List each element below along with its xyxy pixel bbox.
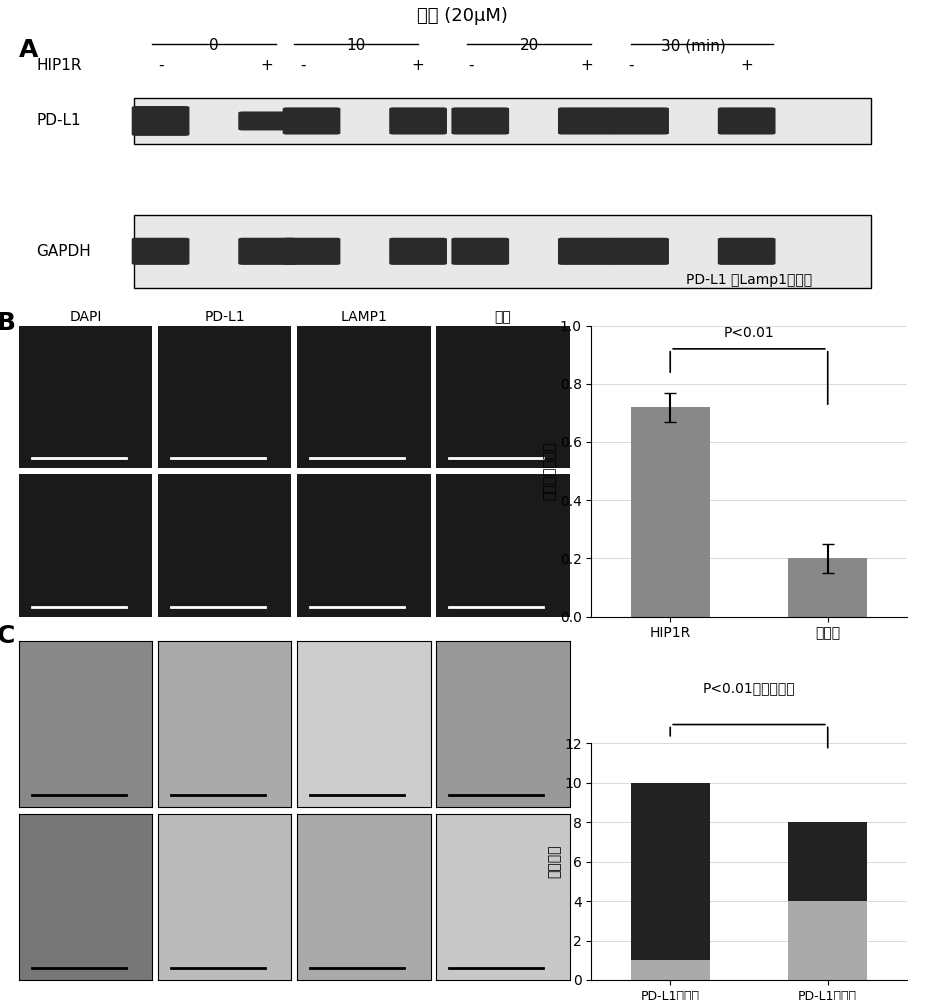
FancyBboxPatch shape [134,215,871,288]
FancyBboxPatch shape [239,111,296,130]
FancyBboxPatch shape [718,238,775,265]
Bar [631,783,709,960]
FancyBboxPatch shape [283,238,340,265]
Text: 氯喹 (20μM): 氯喹 (20μM) [417,7,508,25]
Text: -: - [158,58,164,73]
Text: +: + [412,58,425,73]
Text: A: A [18,38,38,62]
FancyBboxPatch shape [389,107,447,135]
Text: 30 (min): 30 (min) [661,38,726,53]
Bar [788,822,867,901]
FancyBboxPatch shape [131,238,190,265]
FancyBboxPatch shape [611,238,669,265]
FancyBboxPatch shape [718,107,775,135]
Text: PD-L1: PD-L1 [36,113,80,128]
Text: +: + [581,58,593,73]
Text: +: + [261,58,274,73]
Text: B: B [0,311,16,335]
FancyBboxPatch shape [134,98,871,144]
Text: P<0.01: P<0.01 [723,326,774,340]
FancyBboxPatch shape [283,107,340,135]
Title: DAPI: DAPI [69,310,102,324]
Text: HIP1R: HIP1R [36,58,81,73]
Title: PD-L1 和Lamp1共定位: PD-L1 和Lamp1共定位 [686,273,812,287]
Y-axis label: 样本数量: 样本数量 [548,845,561,878]
FancyBboxPatch shape [239,238,296,265]
Text: P<0.01，卡方检验: P<0.01，卡方检验 [703,681,796,695]
Title: 叠加: 叠加 [495,310,512,324]
Bar [631,960,709,980]
FancyBboxPatch shape [389,238,447,265]
Text: +: + [740,58,753,73]
FancyBboxPatch shape [451,238,509,265]
Bar [631,407,709,617]
Title: LAMP1: LAMP1 [340,310,388,324]
Title: PD-L1: PD-L1 [204,310,245,324]
Bar [788,558,867,617]
Text: -: - [469,58,475,73]
Bar [788,901,867,980]
Text: GAPDH: GAPDH [36,244,91,259]
Y-axis label: 皮尔森相关系数: 皮尔森相关系数 [543,442,557,500]
Text: 20: 20 [520,38,538,53]
Text: C: C [0,624,15,648]
Text: -: - [628,58,634,73]
FancyBboxPatch shape [558,107,616,135]
FancyBboxPatch shape [131,106,190,136]
Text: 0: 0 [209,38,218,53]
FancyBboxPatch shape [558,238,616,265]
Text: 10: 10 [346,38,365,53]
FancyBboxPatch shape [451,107,509,135]
Text: -: - [300,58,305,73]
FancyBboxPatch shape [611,107,669,135]
